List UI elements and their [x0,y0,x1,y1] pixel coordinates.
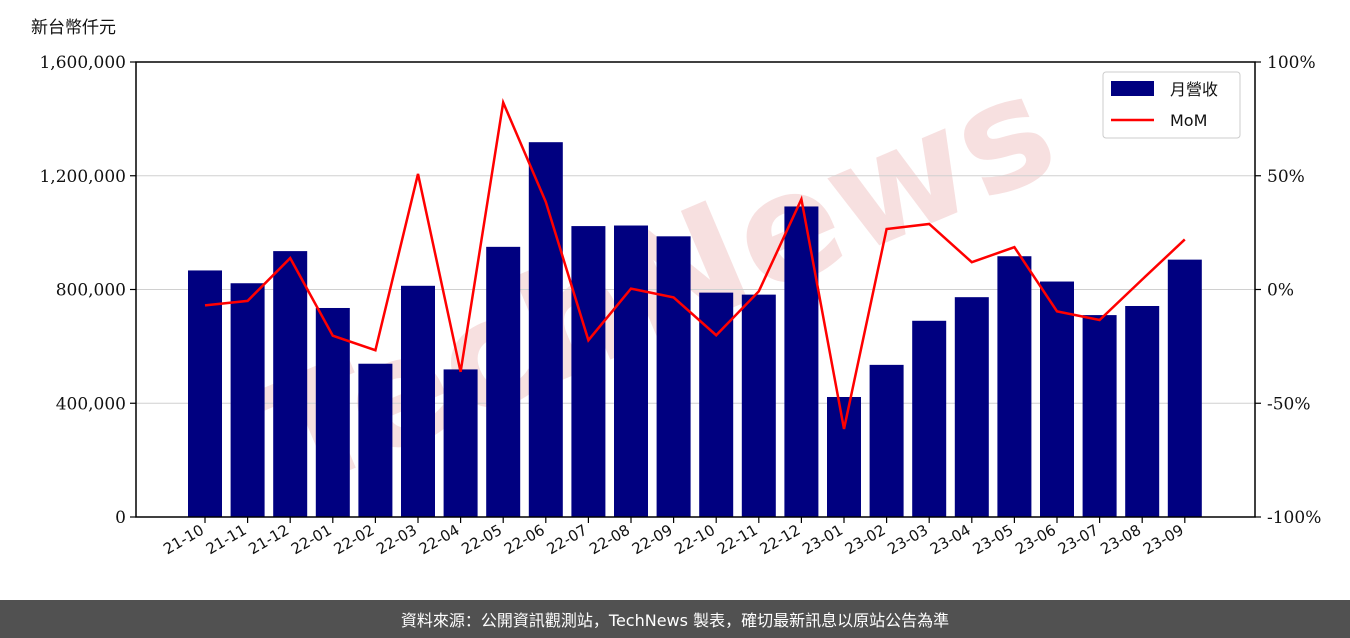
right-tick-label: -100% [1267,508,1321,528]
x-tick-label: 22-01 [288,521,335,558]
x-tick-label: 23-02 [842,521,889,558]
legend-label-bar: 月營收 [1170,80,1218,99]
left-tick-label: 800,000 [56,281,126,301]
left-axis-unit-label: 新台幣仟元 [31,18,116,38]
x-tick-label: 23-03 [884,521,931,558]
source-footer: 資料來源：公開資訊觀測站，TechNews 製表，確切最新訊息以原站公告為準 [0,600,1350,638]
x-tick-label: 23-08 [1097,521,1144,558]
bar-21-11 [230,283,265,517]
x-tick-label: 21-12 [245,521,292,558]
left-tick-label: 1,600,000 [39,53,126,73]
bar-22-12 [784,206,819,517]
bar-22-05 [486,246,521,517]
x-tick-label: 22-03 [373,521,420,558]
bar-23-04 [954,297,989,517]
bar-22-10 [699,292,734,517]
bar-23-07 [1082,315,1117,517]
bar-22-09 [656,236,691,517]
x-tick-label: 22-09 [629,521,676,558]
bar-22-04 [443,369,478,517]
x-tick-label: 23-06 [1012,521,1059,558]
legend-label-line: MoM [1170,111,1207,130]
x-tick-label: 22-07 [544,521,591,558]
bar-23-08 [1125,305,1160,517]
x-tick-label: 22-05 [458,521,505,558]
bar-22-02 [358,363,393,517]
x-tick-label: 22-06 [501,521,548,558]
x-tick-label: 22-12 [757,521,804,558]
right-tick-label: 50% [1267,167,1305,187]
bar-22-01 [315,307,350,517]
x-tick-label: 23-01 [799,521,846,558]
bar-23-05 [997,256,1032,517]
bar-22-03 [401,285,435,517]
bar-22-06 [528,142,563,517]
bar-23-01 [827,396,861,517]
bar-22-11 [741,294,776,517]
right-tick-label: 0% [1267,281,1294,301]
x-tick-label: 22-08 [586,521,633,558]
legend-swatch-bar [1111,81,1154,96]
x-tick-label: 23-07 [1055,521,1102,558]
x-tick-label: 23-04 [927,521,974,558]
x-tick-label: 23-05 [970,521,1017,558]
bar-23-06 [1040,281,1074,517]
left-tick-label: 400,000 [56,394,126,414]
legend: 月營收 MoM [1102,71,1241,139]
bar-21-12 [273,251,308,517]
left-tick-label: 1,200,000 [39,167,126,187]
x-tick-label: 21-10 [160,521,207,558]
x-tick-label: 22-02 [331,521,378,558]
mom-line [204,98,1186,430]
bar-21-10 [188,270,222,517]
bar-23-03 [912,320,947,517]
right-tick-label: -50% [1267,394,1311,414]
chart-canvas: TechNews 0400,000800,0001,200,0001,600,0… [31,18,1321,558]
x-tick-label: 23-09 [1140,521,1187,558]
x-tick-label: 22-10 [671,521,718,558]
x-tick-label: 22-04 [416,521,463,558]
mom-series [204,98,1186,430]
bar-23-02 [869,364,904,517]
bar-series [188,142,1202,517]
x-tick-label: 21-11 [203,521,250,558]
left-tick-label: 0 [115,508,126,528]
x-tick-label: 22-11 [714,521,761,558]
source-text: 資料來源：公開資訊觀測站，TechNews 製表，確切最新訊息以原站公告為準 [400,611,950,630]
bar-22-08 [614,225,648,517]
bar-23-09 [1167,259,1202,517]
bar-22-07 [571,226,606,517]
right-tick-label: 100% [1267,53,1316,73]
